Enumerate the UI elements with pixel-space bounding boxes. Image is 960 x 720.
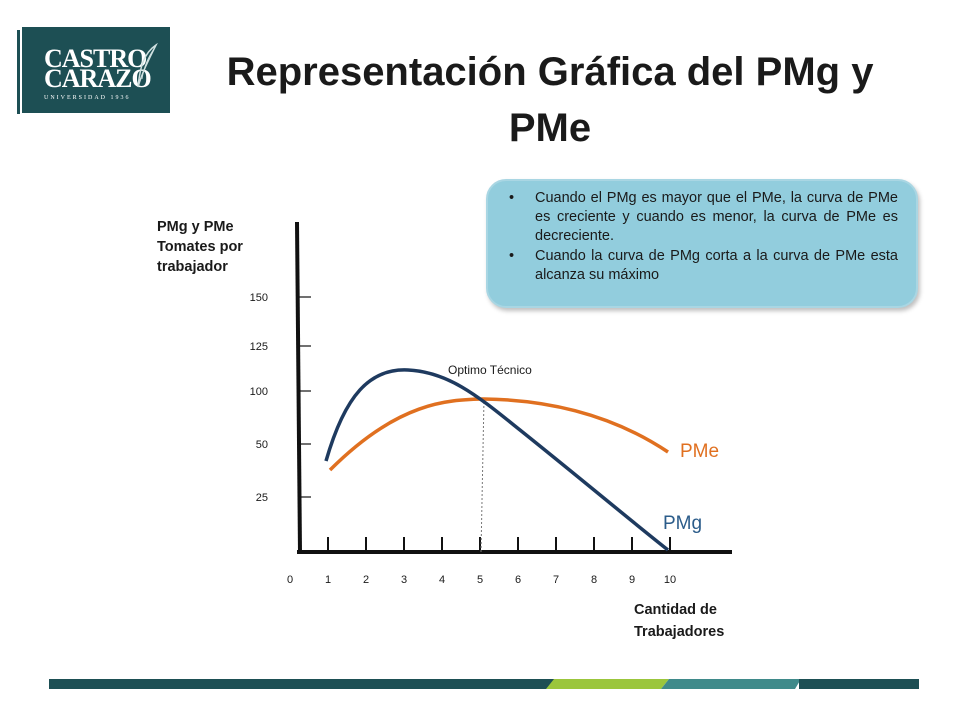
y-tick-label: 100 xyxy=(250,386,268,398)
footer-segment-teal xyxy=(661,679,801,689)
callout-item-2: • Cuando la curva de PMg corta a la curv… xyxy=(509,247,898,285)
y-axis xyxy=(295,221,302,554)
callout-item-2-text: Cuando la curva de PMg corta a la curva … xyxy=(535,248,898,283)
y-axis-title: PMg y PMe Tomates por trabajador xyxy=(157,219,243,275)
pmg-curve-label: PMg xyxy=(663,513,702,534)
x-tick-label: 10 xyxy=(664,574,676,586)
x-tick-marks: 0 1 2 3 4 5 6 7 8 9 10 xyxy=(287,537,676,586)
logo-line-1: CASTRO xyxy=(44,44,147,73)
axes xyxy=(295,221,732,554)
y-tick-label: 125 xyxy=(250,341,268,353)
logo-edge-bar xyxy=(17,30,20,114)
logo-subtitle: UNIVERSIDAD 1936 xyxy=(44,95,131,101)
y-tick-label: 25 xyxy=(256,492,268,504)
x-tick-label: 6 xyxy=(515,574,521,586)
y-tick-label: 50 xyxy=(256,439,268,451)
callout-list: • Cuando el PMg es mayor que el PMe, la … xyxy=(488,181,916,285)
bullet-icon: • xyxy=(509,190,515,206)
x-axis-title: Cantidad de Trabajadores xyxy=(634,602,725,640)
pmg-curve xyxy=(324,368,670,552)
university-logo: CASTRO CARAZO UNIVERSIDAD 1936 xyxy=(22,27,170,113)
x-tick-label: 1 xyxy=(325,574,331,586)
footer-segment-green xyxy=(546,679,669,689)
footer-segment-end xyxy=(799,679,919,689)
x-tick-label: 5 xyxy=(477,574,483,586)
callout-item-1: • Cuando el PMg es mayor que el PMe, la … xyxy=(509,189,898,246)
x-tick-label: 3 xyxy=(401,574,407,586)
page-title: Representación Gráfica del PMg y PMe xyxy=(226,50,874,150)
callout-item-1-text: Cuando el PMg es mayor que el PMe, la cu… xyxy=(535,190,898,244)
footer-stripe xyxy=(49,679,919,689)
y-tick-marks: 150 125 100 50 25 xyxy=(250,292,311,504)
x-tick-label: 2 xyxy=(363,574,369,586)
x-tick-label: 7 xyxy=(553,574,559,586)
optimo-dashed-line xyxy=(480,397,485,553)
pme-curve-label: PMe xyxy=(680,441,719,462)
footer-segment-dark xyxy=(49,679,554,689)
pme-curve xyxy=(328,397,669,472)
logo-line-2: CARAZO xyxy=(44,64,152,93)
x-tick-label: 4 xyxy=(439,574,445,586)
logo-wordmark: CASTRO CARAZO xyxy=(44,44,152,93)
y-tick-label: 150 xyxy=(250,292,268,304)
optimo-tecnico-label: Optimo Técnico xyxy=(448,363,532,377)
x-tick-label: 9 xyxy=(629,574,635,586)
bullet-icon: • xyxy=(509,248,515,264)
quill-icon xyxy=(137,43,158,88)
x-tick-label: 0 xyxy=(287,574,293,586)
x-tick-label: 8 xyxy=(591,574,597,586)
explanation-callout: • Cuando el PMg es mayor que el PMe, la … xyxy=(486,179,918,308)
